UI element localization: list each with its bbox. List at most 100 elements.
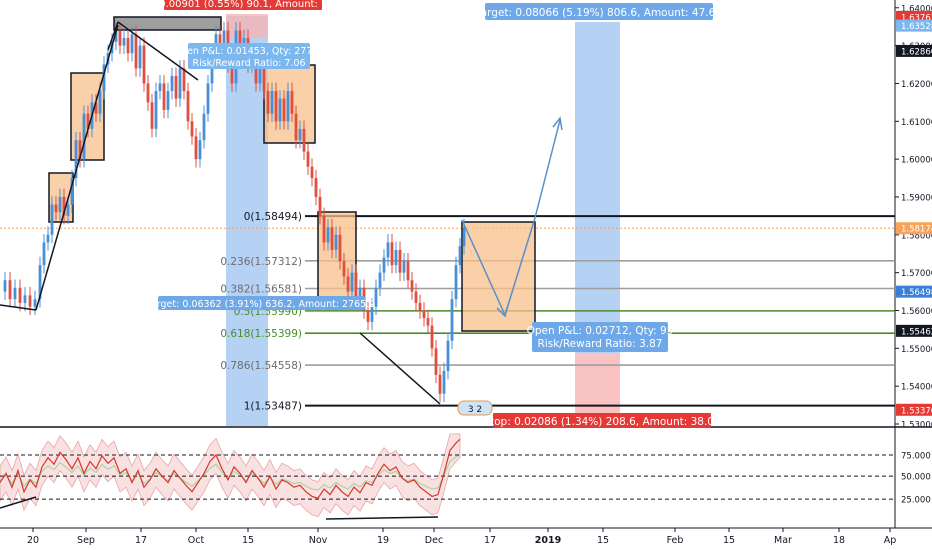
time-tick-label: 15 — [597, 535, 609, 546]
candle-body — [66, 204, 70, 216]
rsi-signal-line — [0, 454, 461, 491]
candle-body — [258, 68, 262, 84]
candle-body — [222, 30, 226, 46]
fib-level-label-0.236: 0.236(1.57312) — [220, 256, 302, 268]
candle-body — [70, 178, 74, 205]
candle-body — [210, 56, 214, 84]
price-badge — [896, 222, 932, 235]
candle-body — [82, 113, 86, 160]
small-badge: 3 2 — [468, 405, 482, 415]
candle-body — [58, 196, 62, 213]
price-badge-label: 1.62860 — [901, 47, 932, 57]
long-position-target-zone — [226, 16, 268, 426]
time-tick-label: Oct — [188, 535, 205, 546]
candle-body — [13, 287, 17, 300]
candle-body — [118, 30, 122, 46]
candle-body — [310, 166, 314, 179]
candle-body — [426, 318, 430, 326]
candle-body — [378, 272, 382, 288]
candle-body — [206, 83, 210, 114]
candle-body — [262, 68, 266, 92]
rsi-line — [0, 438, 461, 499]
candle-body — [350, 272, 354, 292]
candle-body — [314, 178, 318, 197]
candle-body — [330, 227, 334, 250]
trend-lines[interactable] — [0, 21, 563, 405]
long-position-target-zone-right — [575, 22, 620, 353]
candle-body — [202, 113, 206, 141]
candle-body — [338, 234, 342, 262]
price-tick-label: 1.58000 — [901, 231, 932, 241]
time-tick-label: Sep — [77, 535, 95, 546]
candle-body — [134, 34, 138, 69]
fib-level-label-0: 0(1.58494) — [244, 211, 302, 223]
rsi-tick-label: 25.000 — [901, 496, 931, 506]
fib-level-label-1: 1(1.53487) — [244, 401, 302, 413]
candle-body — [298, 128, 302, 141]
time-tick-label: 2019 — [535, 535, 561, 546]
candle-body — [390, 242, 394, 266]
stop-label-top-bg — [164, 0, 322, 10]
rsi-trend-line — [0, 496, 37, 509]
fib-level-label-0.618: 0.618(1.55399) — [220, 328, 302, 340]
time-tick-label: 15 — [723, 535, 735, 546]
price-tick-label: 1.59000 — [901, 193, 932, 203]
candle-body — [346, 276, 350, 292]
candle-body — [342, 261, 346, 277]
trend-line — [359, 332, 441, 405]
candle-body — [178, 68, 182, 99]
trend-line — [534, 119, 561, 219]
candle-body — [122, 38, 126, 46]
stop-label-right: Stop: 0.02086 (1.34%) 208.6, Amount: 38.… — [483, 416, 720, 428]
candle-body — [230, 64, 234, 84]
candle-body — [158, 83, 162, 92]
price-tick-label: 1.62000 — [901, 80, 932, 90]
time-axis[interactable]: 20 Sep 17 Oct 15 Nov 19 Dec 17 2019 15 Feb 15 Mar 18 Ap — [27, 528, 896, 546]
candle-body — [194, 136, 198, 160]
long-position-stop-zone — [226, 14, 268, 38]
candle-body — [238, 30, 242, 54]
target-label-right-bg — [485, 3, 713, 20]
small-badge-bg — [457, 400, 493, 416]
candle-body — [170, 75, 174, 92]
fib-level-label-0.382: 0.382(1.56581) — [220, 284, 302, 296]
candle-body — [126, 38, 130, 54]
candle-body — [386, 242, 390, 258]
candle-body — [318, 196, 322, 216]
candle-body — [358, 287, 362, 303]
target-label-mid-bg — [158, 296, 365, 310]
price-axis[interactable]: 1.53000 1.54000 1.55000 1.56000 1.57000 1.580… — [895, 4, 932, 431]
candle-body — [326, 227, 330, 243]
candle-body — [306, 151, 310, 167]
candle-body — [282, 98, 286, 122]
highlight-box — [461, 221, 536, 332]
time-tick-label: Nov — [309, 535, 328, 546]
candle-body — [162, 83, 166, 110]
time-tick-label: 18 — [833, 535, 845, 546]
candle-body — [8, 280, 12, 300]
candle-body — [406, 261, 410, 281]
candle-body — [414, 291, 418, 303]
candle-body — [54, 204, 58, 213]
candle-body — [458, 246, 462, 266]
price-badge-label: 1.63528 — [901, 22, 932, 32]
price-tick-label: 1.53000 — [901, 421, 932, 431]
rsi-trend-line — [325, 516, 439, 520]
candle-body — [78, 140, 82, 160]
candle-body — [98, 91, 102, 114]
price-tick-label: 1.64000 — [901, 4, 932, 14]
candle-body — [450, 299, 454, 341]
candle-body — [138, 45, 142, 69]
time-tick-label: Ap — [884, 535, 897, 546]
trend-line — [117, 21, 199, 81]
candle-body — [38, 265, 42, 300]
candle-body — [174, 75, 178, 99]
openpl-label-top: Open P&L: 0.01453, Qty: 27746 — [174, 46, 325, 57]
fibonacci-retracement[interactable]: 0(1.58494) 0.236(1.57312) 0.382(1.56581) 0.… — [220, 211, 895, 413]
candle-body — [3, 280, 7, 292]
trend-line — [107, 21, 119, 51]
candle-body — [370, 306, 374, 322]
price-badge-label: 1.55462 — [901, 327, 932, 337]
candle-body — [86, 113, 90, 129]
